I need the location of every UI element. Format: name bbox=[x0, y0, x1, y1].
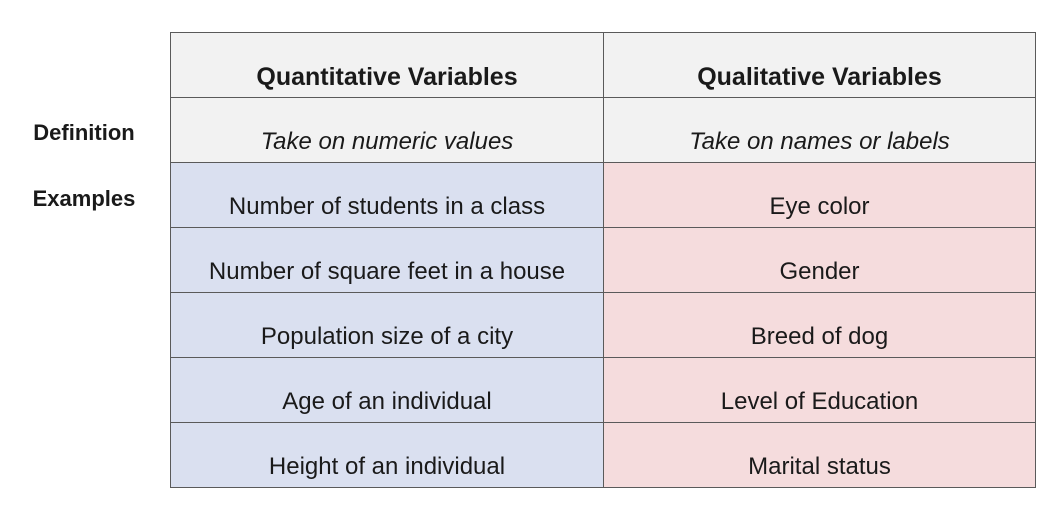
definition-qualitative: Take on names or labels bbox=[603, 97, 1036, 163]
table-row: Age of an individual Level of Education bbox=[170, 357, 1036, 423]
table-row: Number of square feet in a house Gender bbox=[170, 227, 1036, 293]
example-quantitative: Age of an individual bbox=[170, 357, 604, 423]
definition-quantitative: Take on numeric values bbox=[170, 97, 604, 163]
row-label-examples: Examples bbox=[32, 186, 136, 211]
example-quantitative: Population size of a city bbox=[170, 292, 604, 358]
example-quantitative: Height of an individual bbox=[170, 422, 604, 488]
example-qualitative: Gender bbox=[603, 227, 1036, 293]
header-qualitative: Qualitative Variables bbox=[603, 32, 1036, 98]
definition-row: Take on numeric values Take on names or … bbox=[170, 97, 1036, 163]
variables-table: Quantitative Variables Qualitative Varia… bbox=[170, 32, 1036, 488]
table-row: Number of students in a class Eye color bbox=[170, 162, 1036, 228]
header-row: Quantitative Variables Qualitative Varia… bbox=[170, 32, 1036, 98]
example-quantitative: Number of students in a class bbox=[170, 162, 604, 228]
example-qualitative: Eye color bbox=[603, 162, 1036, 228]
row-label-definition: Definition bbox=[33, 120, 135, 145]
example-qualitative: Marital status bbox=[603, 422, 1036, 488]
table-row: Height of an individual Marital status bbox=[170, 422, 1036, 488]
example-quantitative: Number of square feet in a house bbox=[170, 227, 604, 293]
header-quantitative: Quantitative Variables bbox=[170, 32, 604, 98]
example-qualitative: Level of Education bbox=[603, 357, 1036, 423]
example-qualitative: Breed of dog bbox=[603, 292, 1036, 358]
table-row: Population size of a city Breed of dog bbox=[170, 292, 1036, 358]
